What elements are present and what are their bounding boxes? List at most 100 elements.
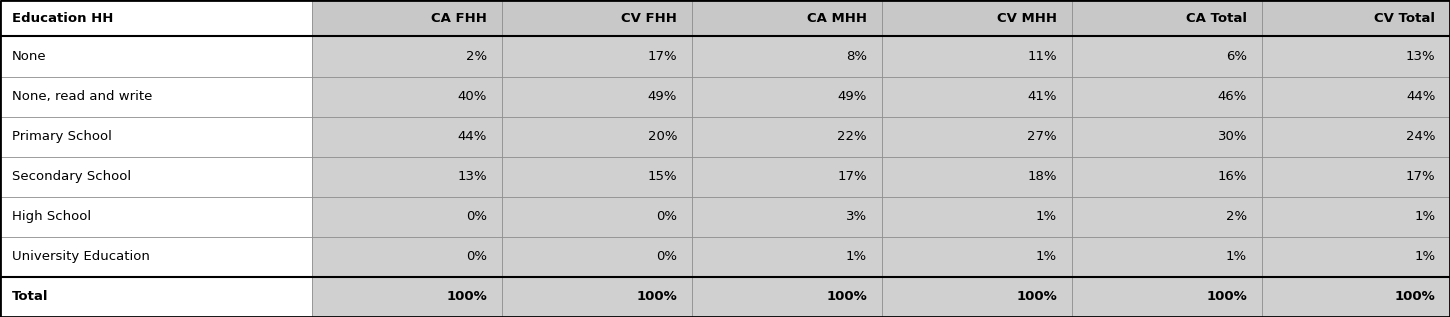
Bar — [0, 36, 312, 76]
Text: CV MHH: CV MHH — [998, 12, 1057, 25]
Bar — [1072, 117, 1262, 157]
Bar — [0, 117, 312, 157]
Bar — [502, 197, 692, 237]
Bar — [502, 237, 692, 277]
Text: 100%: 100% — [1395, 290, 1436, 303]
Text: 1%: 1% — [1035, 210, 1057, 223]
Bar — [312, 76, 502, 117]
Text: 44%: 44% — [458, 130, 487, 143]
Text: Primary School: Primary School — [12, 130, 112, 143]
Text: None: None — [12, 50, 46, 63]
Bar — [1262, 157, 1450, 197]
Text: 18%: 18% — [1028, 170, 1057, 183]
Bar — [502, 76, 692, 117]
Bar — [882, 0, 1072, 36]
Text: 1%: 1% — [1035, 250, 1057, 263]
Text: 46%: 46% — [1218, 90, 1247, 103]
Text: Secondary School: Secondary School — [12, 170, 130, 183]
Text: 1%: 1% — [845, 250, 867, 263]
Bar — [692, 197, 882, 237]
Text: 100%: 100% — [1206, 290, 1247, 303]
Text: CV Total: CV Total — [1375, 12, 1436, 25]
Bar — [0, 277, 312, 317]
Bar — [0, 76, 312, 117]
Bar — [692, 76, 882, 117]
Bar — [882, 277, 1072, 317]
Bar — [882, 197, 1072, 237]
Bar — [502, 277, 692, 317]
Text: 22%: 22% — [838, 130, 867, 143]
Text: 17%: 17% — [838, 170, 867, 183]
Text: 11%: 11% — [1028, 50, 1057, 63]
Text: 49%: 49% — [648, 90, 677, 103]
Text: 13%: 13% — [458, 170, 487, 183]
Bar — [0, 197, 312, 237]
Text: 0%: 0% — [467, 250, 487, 263]
Text: 1%: 1% — [1414, 250, 1436, 263]
Bar — [312, 117, 502, 157]
Text: 15%: 15% — [648, 170, 677, 183]
Text: 0%: 0% — [657, 250, 677, 263]
Bar — [882, 117, 1072, 157]
Bar — [312, 36, 502, 76]
Bar — [1072, 157, 1262, 197]
Bar — [692, 36, 882, 76]
Bar — [1072, 76, 1262, 117]
Bar — [312, 197, 502, 237]
Text: 1%: 1% — [1414, 210, 1436, 223]
Bar — [312, 277, 502, 317]
Bar — [1262, 197, 1450, 237]
Text: 1%: 1% — [1225, 250, 1247, 263]
Text: 24%: 24% — [1406, 130, 1436, 143]
Bar — [692, 0, 882, 36]
Bar — [882, 237, 1072, 277]
Text: 30%: 30% — [1218, 130, 1247, 143]
Bar — [1262, 76, 1450, 117]
Bar — [1072, 277, 1262, 317]
Bar — [1072, 36, 1262, 76]
Bar — [1072, 197, 1262, 237]
Bar — [1262, 0, 1450, 36]
Text: University Education: University Education — [12, 250, 149, 263]
Bar — [502, 117, 692, 157]
Bar — [692, 117, 882, 157]
Text: 17%: 17% — [648, 50, 677, 63]
Bar — [882, 157, 1072, 197]
Text: 20%: 20% — [648, 130, 677, 143]
Text: 100%: 100% — [1016, 290, 1057, 303]
Text: 41%: 41% — [1028, 90, 1057, 103]
Bar — [312, 0, 502, 36]
Text: 3%: 3% — [845, 210, 867, 223]
Text: 17%: 17% — [1406, 170, 1436, 183]
Bar — [502, 36, 692, 76]
Bar — [1072, 237, 1262, 277]
Text: 16%: 16% — [1218, 170, 1247, 183]
Bar — [1262, 277, 1450, 317]
Bar — [1262, 237, 1450, 277]
Bar — [882, 36, 1072, 76]
Text: None, read and write: None, read and write — [12, 90, 152, 103]
Text: 100%: 100% — [637, 290, 677, 303]
Bar — [1262, 117, 1450, 157]
Text: High School: High School — [12, 210, 91, 223]
Bar — [692, 277, 882, 317]
Text: 0%: 0% — [657, 210, 677, 223]
Bar — [502, 0, 692, 36]
Bar — [692, 237, 882, 277]
Bar — [0, 237, 312, 277]
Text: 44%: 44% — [1406, 90, 1436, 103]
Text: 100%: 100% — [826, 290, 867, 303]
Text: CA Total: CA Total — [1186, 12, 1247, 25]
Text: 0%: 0% — [467, 210, 487, 223]
Text: CA FHH: CA FHH — [431, 12, 487, 25]
Bar — [882, 76, 1072, 117]
Bar — [312, 157, 502, 197]
Text: 40%: 40% — [458, 90, 487, 103]
Text: 8%: 8% — [847, 50, 867, 63]
Text: CV FHH: CV FHH — [621, 12, 677, 25]
Text: 13%: 13% — [1406, 50, 1436, 63]
Bar — [1262, 36, 1450, 76]
Text: 6%: 6% — [1227, 50, 1247, 63]
Bar — [0, 157, 312, 197]
Text: 2%: 2% — [1225, 210, 1247, 223]
